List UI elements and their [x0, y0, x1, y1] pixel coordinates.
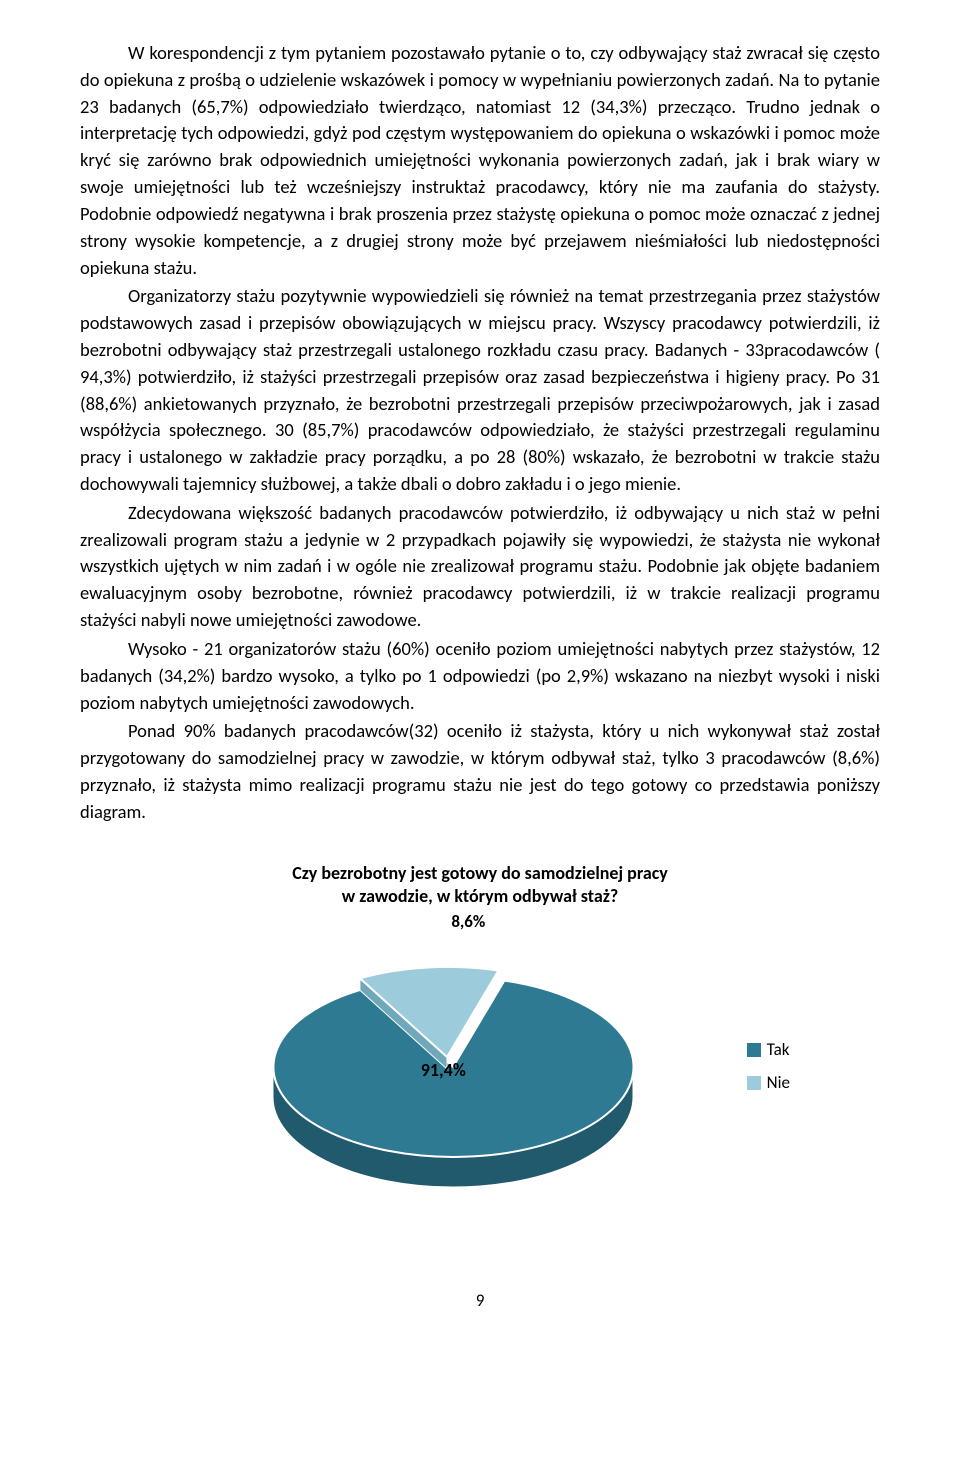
paragraph-2: Organizatorzy stażu pozytywnie wypowiedz…	[80, 283, 880, 498]
page-number: 9	[80, 1289, 880, 1314]
pie-chart: Czy bezrobotny jest gotowy do samodzieln…	[164, 856, 796, 1230]
chart-title-line1: Czy bezrobotny jest gotowy do samodzieln…	[292, 862, 668, 884]
paragraph-5: Ponad 90% badanych pracodawców(32) oceni…	[80, 718, 880, 825]
pie-svg	[243, 937, 663, 1197]
slice-label-small: 8,6%	[451, 910, 485, 935]
paragraph-1: W korespondencji z tym pytaniem pozostaw…	[80, 40, 880, 281]
chart-legend: Tak Nie	[747, 1038, 790, 1095]
legend-item-tak: Tak	[747, 1038, 790, 1063]
chart-title-line2: w zawodzie, w którym odbywał staż?	[342, 885, 618, 907]
paragraph-3: Zdecydowana większość badanych pracodawc…	[80, 500, 880, 634]
paragraph-4: Wysoko - 21 organizatorów stażu (60%) oc…	[80, 636, 880, 716]
legend-item-nie: Nie	[747, 1071, 790, 1096]
legend-swatch-tak	[747, 1043, 761, 1057]
legend-label-nie: Nie	[767, 1071, 790, 1096]
chart-title: Czy bezrobotny jest gotowy do samodzieln…	[170, 862, 790, 909]
legend-label-tak: Tak	[767, 1038, 790, 1063]
legend-swatch-nie	[747, 1076, 761, 1090]
